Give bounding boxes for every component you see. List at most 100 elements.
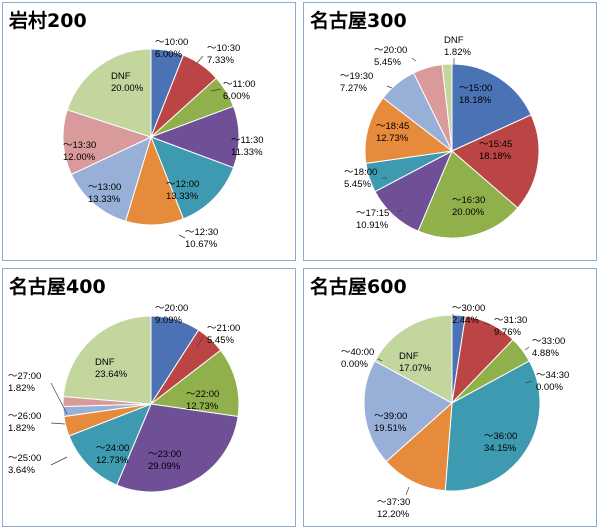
slice-label: ～15:00 18.18% [459,83,492,106]
slice-label-name: ～11:30 [231,135,264,146]
slice-label: ～18:00 5.45% [344,167,377,190]
label-leader-line [196,55,204,64]
slice-label-percent: 12.73% [376,133,409,144]
label-leader-line [524,346,530,351]
slice-label-name: DNF [399,351,419,362]
label-leader-line [396,209,403,213]
slice-label-name: ～10:00 [155,37,188,48]
slice-label-name: ～33:00 [532,336,565,347]
slice-label-percent: 10.91% [356,220,389,231]
slice-label-percent: 12.73% [96,455,129,466]
slice-label: ～18:45 12.73% [376,121,409,144]
pie-slice [441,63,453,152]
slice-label-percent: 34.15% [484,443,517,454]
slice-label: ～36:00 34.15% [484,431,517,454]
pie-slice [363,360,453,463]
slice-label-name: ～15:45 [479,139,512,150]
pie-slice [385,401,453,492]
slice-label-percent: 7.33% [207,55,234,66]
slice-label-name: ～40:00 [341,347,374,358]
slice-label-name: ～37:30 [377,497,410,508]
slice-label-name: ～18:00 [344,167,377,178]
slice-label: ～13:30 12.00% [63,140,96,163]
slice-label-percent: 0.00% [341,359,368,370]
slice-label-percent: 13.33% [166,191,199,202]
slice-label-name: ～27:00 [8,371,41,382]
slice-label-name: ～18:45 [376,121,409,132]
slice-label-name: ～30:00 [452,303,485,314]
slice-label-name: ～10:30 [207,43,240,54]
slice-label-name: ～31:30 [494,315,527,326]
slice-label-name: ～36:00 [484,431,517,442]
slice-label-percent: 13.33% [88,194,121,205]
label-leader-line [50,422,66,425]
pie-slice [451,63,532,152]
slice-label-name: ～15:00 [459,83,492,94]
slice-label: ～30:00 2.44% [452,303,485,326]
label-leader-line [411,57,417,62]
label-leader-line [210,88,222,92]
slice-label-percent: 6.00% [155,49,182,60]
slice-label: ～34:30 0.00% [536,370,569,393]
slice-label: ～20:00 9.09% [155,303,188,326]
slice-label-percent: 12.73% [186,401,219,412]
pie-slice [451,114,540,209]
slice-label: ～11:00 6.00% [223,79,256,102]
slice-label: ～31:30 9.76% [494,315,527,338]
slice-label-name: ～39:00 [374,411,407,422]
slice-label: ～21:00 5.45% [207,323,240,346]
pie-slice [66,48,152,138]
slice-label: DNF 1.82% [444,35,471,58]
chart-panel-nagoya-400: 名古屋400 ～20:00 9.09% ～21:00 5.45% ～22:00 12.73%… [2,268,296,527]
label-leader-line [386,85,393,89]
slice-label-name: ～24:00 [96,443,129,454]
slice-label-name: ～11:00 [223,79,256,90]
slice-label-percent: 9.76% [494,327,521,338]
slice-label-name: ～34:30 [536,370,569,381]
slice-label: ～20:00 5.45% [374,45,407,68]
slice-label-name: ～21:00 [207,323,240,334]
slice-label-name: ～13:30 [63,140,96,151]
slice-label: ～40:00 0.00% [341,347,374,370]
slice-label: ～12:30 10.67% [185,227,218,250]
chart-panel-nagoya-300: 名古屋300 ～15:00 18.18% ～15:45 18.18% ～16:30 20.0… [303,2,597,261]
pie-chart-1: 名古屋300～15:00 18.18%～15:45 18.18%～16:30 20.0… [310,9,540,239]
chart-panel-iwamura-200: 岩村200 ～10:00 6.00% ～10:30 7.33% ～11:00 6.00% ～1… [2,2,296,261]
slice-label-percent: 3.64% [8,465,35,476]
pie-slice [68,403,152,486]
chart-title: 名古屋400 [9,275,106,298]
slice-label-percent: 5.45% [344,179,371,190]
slice-label-name: ～20:00 [155,303,188,314]
slice-label-percent: 29.09% [148,461,181,472]
slice-label: ～16:30 20.00% [452,195,485,218]
pie-slice [62,109,153,176]
slice-label: ～33:00 4.88% [532,336,565,359]
pie-slice [150,136,235,220]
slice-label-percent: 10.67% [185,239,218,250]
label-leader-line [50,382,68,415]
slice-label-percent: 18.18% [479,151,512,162]
slice-label: ～23:00 29.09% [148,449,181,472]
slice-label-percent: 17.07% [399,363,432,374]
slice-label-name: ～20:00 [374,45,407,56]
slice-label-name: ～25:00 [8,453,41,464]
slice-label-name: ～13:00 [88,182,121,193]
slice-label-name: ～19:30 [340,71,373,82]
slice-label-percent: 20.00% [111,83,144,94]
label-leader-line [50,456,68,466]
slice-label: DNF 20.00% [111,71,144,94]
slice-label: ～27:00 1.82% [8,371,41,394]
slice-label-name: DNF [95,357,115,368]
slice-label-percent: 1.82% [444,47,471,58]
slice-label-percent: 1.82% [8,423,35,434]
slice-label-percent: 0.00% [536,382,563,393]
slice-label: ～25:00 3.64% [8,453,41,476]
slice-label: ～15:45 18.18% [479,139,512,162]
slice-label-percent: 12.00% [63,152,96,163]
slice-label: ～22:00 12.73% [186,389,219,412]
slice-label: DNF 17.07% [399,351,432,374]
slice-label-name: ～17:15 [356,208,389,219]
slice-label-name: ～12:30 [185,227,218,238]
slice-label-name: ～23:00 [148,449,181,460]
pie-slice [364,97,454,164]
